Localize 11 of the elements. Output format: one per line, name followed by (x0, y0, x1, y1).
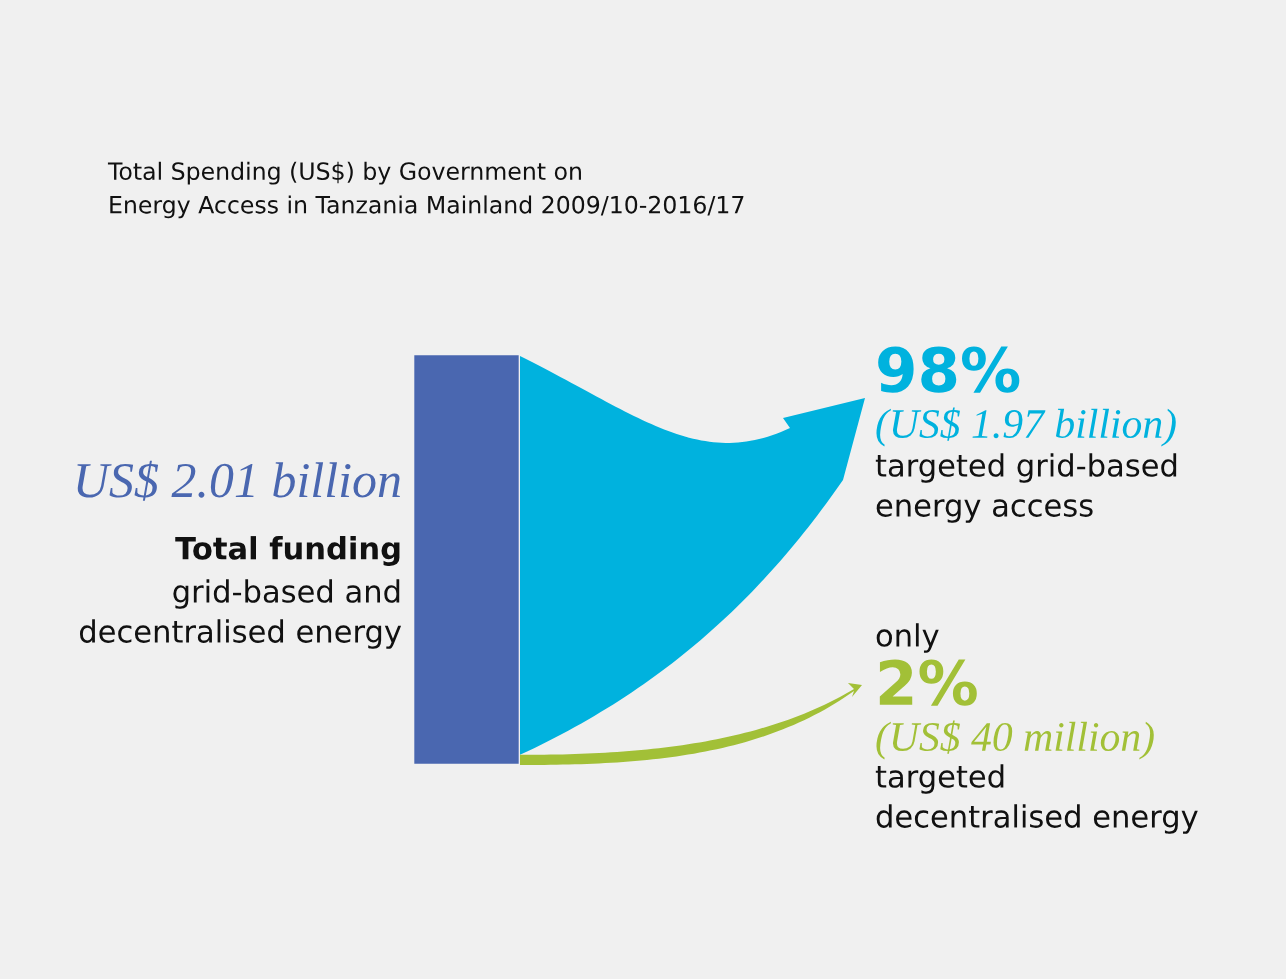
text: Total funding (175, 536, 400, 566)
text: (US$ 1.97 billion) (876, 407, 1176, 447)
text: US$ 2.01 billion (77, 460, 400, 501)
text: Total Spending (US$) by Government on Energy Access in Tanzania Mainland 2009/10-2016/17 (107, 161, 744, 219)
text: grid-based and decentralised energy (79, 579, 402, 649)
text: (US$ 40 million) (876, 720, 1154, 760)
category-label: targeted decentralised energy (875, 764, 1198, 834)
category-label: targeted grid-based energy access (875, 453, 1177, 523)
data-label: 98% (878, 346, 1020, 393)
text: only (876, 623, 939, 653)
data-label: 2% (879, 659, 977, 706)
